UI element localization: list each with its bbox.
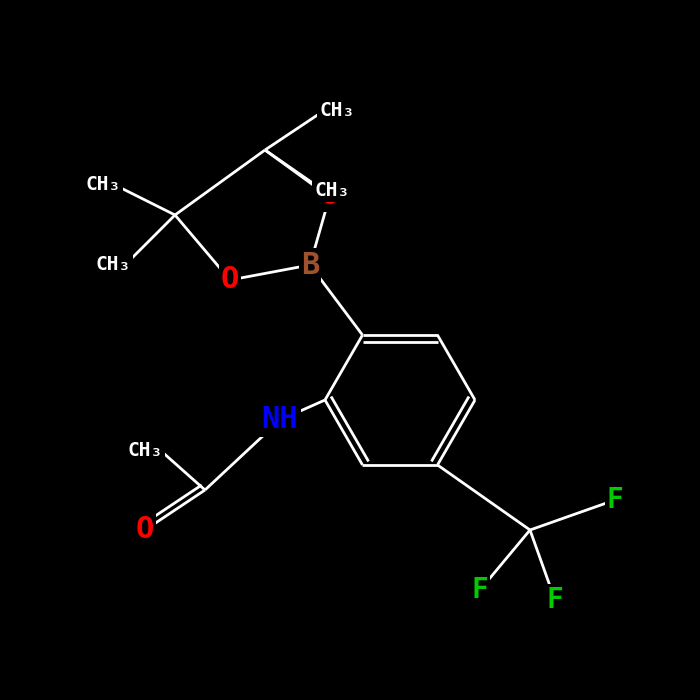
Text: B: B (301, 251, 319, 279)
Text: CH₃: CH₃ (314, 181, 349, 199)
Text: O: O (321, 181, 340, 209)
Text: CH₃: CH₃ (127, 440, 162, 459)
Text: O: O (220, 265, 239, 295)
Text: F: F (472, 576, 489, 604)
Text: CH₃: CH₃ (319, 101, 355, 120)
Text: CH₃: CH₃ (85, 176, 120, 195)
Text: CH₃: CH₃ (95, 256, 131, 274)
Text: F: F (607, 486, 624, 514)
Text: O: O (136, 515, 154, 545)
Text: NH: NH (262, 405, 298, 435)
Text: F: F (547, 586, 564, 614)
